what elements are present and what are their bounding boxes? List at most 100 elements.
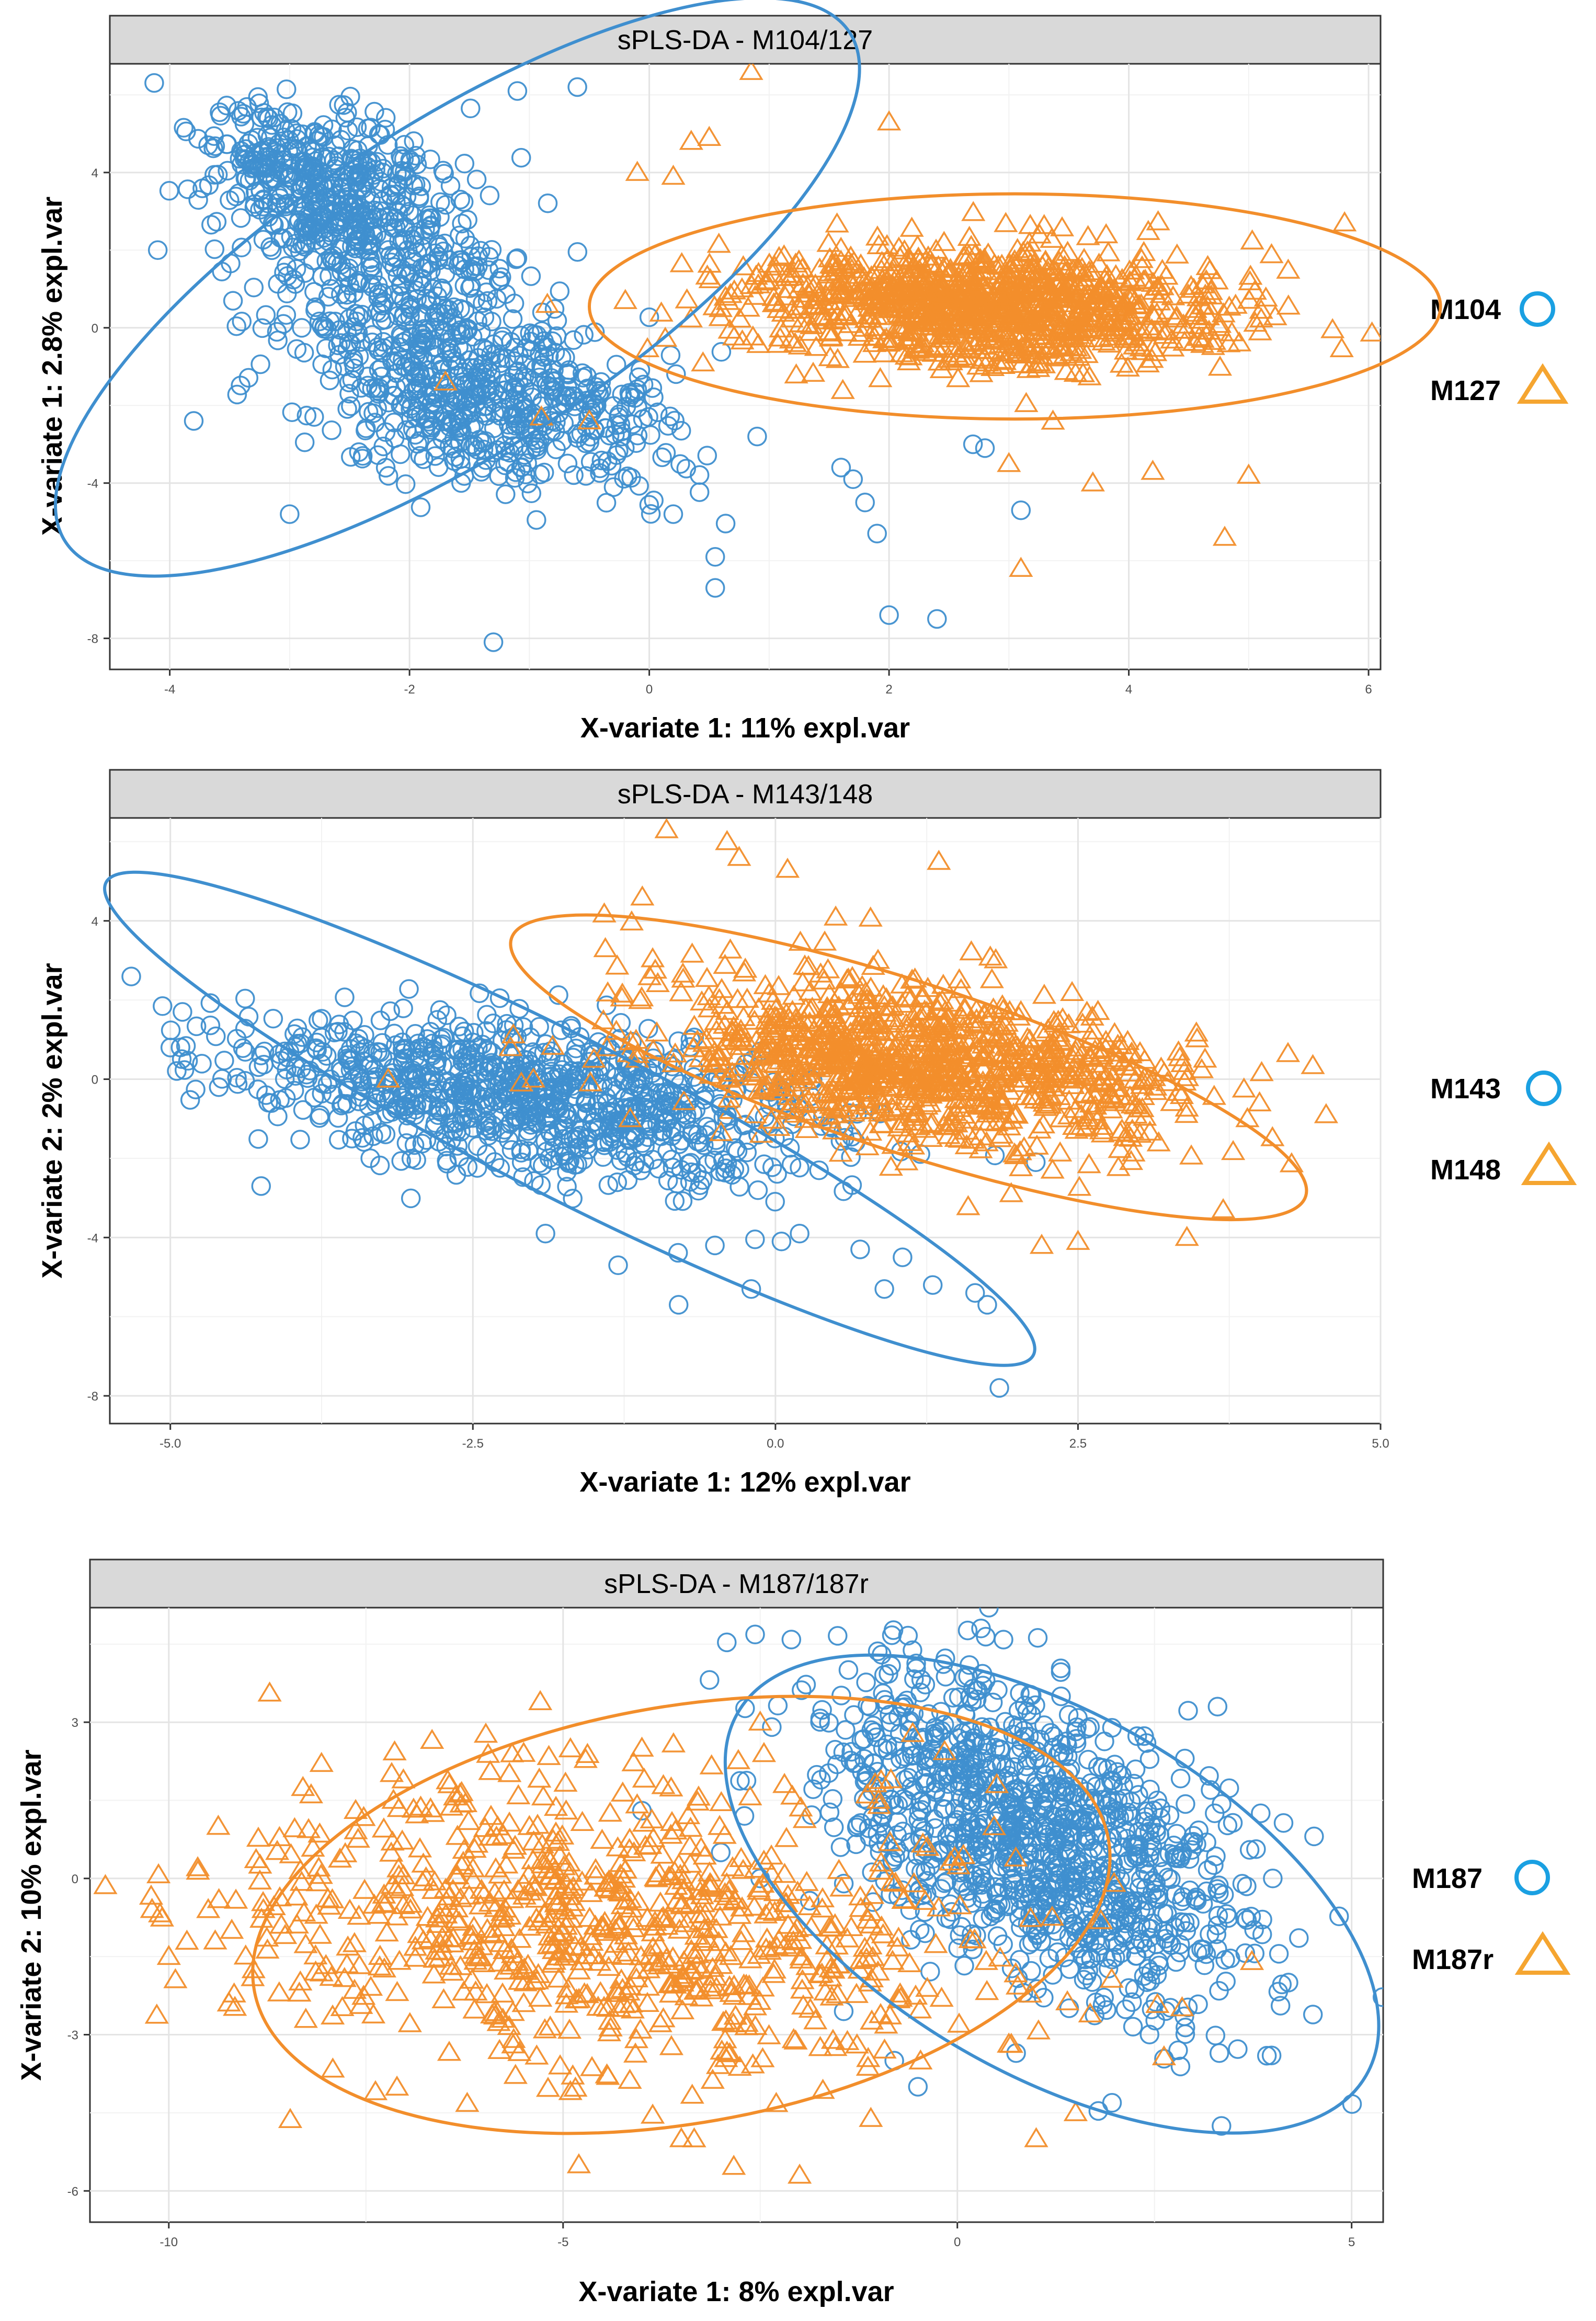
data-point-triangle [1106, 1156, 1131, 1176]
data-point-circle [458, 210, 477, 230]
data-point-circle [432, 1034, 452, 1054]
data-point-triangle [1024, 1134, 1049, 1155]
data-point-circle [611, 1013, 631, 1033]
data-point-triangle [1227, 331, 1252, 351]
data-point-triangle [966, 1013, 990, 1034]
data-point-circle [564, 330, 584, 350]
data-point-circle [496, 284, 516, 304]
data-point-triangle [1077, 365, 1102, 385]
data-point-circle [823, 1789, 843, 1809]
data-point-triangle [902, 279, 926, 300]
data-point-circle [452, 213, 472, 234]
data-point-triangle [818, 346, 842, 367]
data-point-triangle [710, 977, 734, 998]
data-point-triangle [1069, 307, 1093, 328]
data-point-circle [564, 465, 584, 485]
data-point-circle [325, 159, 345, 179]
data-point-circle [277, 79, 297, 99]
data-point-circle [765, 1129, 785, 1148]
data-point-triangle [934, 322, 959, 343]
data-point-circle [489, 259, 509, 279]
data-point-triangle [902, 1102, 927, 1123]
data-point-circle [1217, 1815, 1238, 1836]
data-point-circle [480, 1118, 500, 1139]
data-point-triangle [715, 830, 739, 850]
data-point-circle [410, 446, 430, 466]
data-point-triangle [962, 272, 987, 293]
y-axis-title: X-variate 1: 2.8% expl.var [37, 197, 68, 536]
data-point-triangle [836, 1077, 860, 1098]
data-point-triangle [874, 327, 899, 348]
data-point-triangle [988, 348, 1012, 369]
data-point-circle [350, 198, 371, 218]
data-point-triangle [1169, 1084, 1194, 1105]
data-point-triangle [790, 971, 815, 992]
data-point-circle [342, 370, 362, 390]
data-point-triangle [714, 1067, 739, 1088]
data-point-triangle [739, 64, 763, 80]
data-point-triangle [816, 232, 841, 252]
data-point-triangle [951, 1016, 975, 1037]
data-point-triangle [869, 258, 894, 279]
data-point-triangle [1253, 286, 1278, 307]
data-point-triangle [858, 906, 883, 927]
data-point-circle [244, 166, 264, 186]
data-point-circle [407, 289, 427, 309]
data-point-triangle [736, 297, 760, 317]
data-point-triangle [977, 1110, 1001, 1131]
data-point-circle [471, 241, 491, 261]
data-point-triangle [804, 336, 828, 356]
data-point-triangle [763, 998, 788, 1018]
data-point-triangle [1097, 1061, 1121, 1081]
data-point-circle [405, 235, 425, 255]
data-point-triangle [641, 947, 665, 968]
data-point-triangle [990, 1050, 1014, 1071]
data-point-circle [521, 266, 541, 286]
data-point-triangle [906, 1022, 930, 1043]
data-point-triangle [926, 1037, 951, 1057]
confidence-ellipses [103, 870, 1308, 1367]
data-point-triangle [886, 1063, 910, 1084]
strip [89, 1558, 1384, 1609]
data-point-circle [867, 524, 887, 543]
data-point-circle [188, 190, 208, 210]
data-point-triangle [938, 348, 962, 368]
data-point-circle [608, 1255, 628, 1276]
data-point-triangle [1024, 339, 1049, 360]
data-point-circle [490, 271, 510, 291]
data-point-circle [626, 433, 646, 453]
data-point-triangle [1113, 339, 1138, 360]
data-point-circle [259, 139, 279, 159]
data-point-triangle [825, 348, 850, 368]
data-point-triangle [1016, 358, 1041, 378]
data-point-circle [565, 1066, 585, 1086]
data-point-triangle [689, 990, 714, 1011]
data-point-triangle [886, 302, 911, 323]
data-point-circle [280, 504, 300, 524]
data-point-triangle [1123, 1094, 1148, 1114]
data-point-circle [518, 1127, 538, 1146]
data-point-circle [629, 367, 649, 387]
data-point-circle [320, 266, 339, 286]
data-point-circle [341, 447, 361, 467]
data-point-triangle [896, 1041, 921, 1062]
confidence-ellipse [103, 870, 1036, 1367]
data-point-circle [160, 1038, 180, 1057]
x-tick-label: 5.0 [1372, 1437, 1389, 1451]
data-point-triangle [919, 1056, 943, 1076]
data-point-triangle [1329, 337, 1354, 357]
data-point-triangle [970, 315, 995, 335]
data-point-triangle [1160, 1091, 1184, 1111]
data-point-triangle [746, 1058, 771, 1079]
data-point-triangle [978, 945, 1002, 966]
data-point-circle [433, 241, 453, 261]
data-point-triangle [1005, 1036, 1030, 1056]
data-point-triangle [998, 330, 1022, 350]
data-point-circle [557, 1177, 577, 1197]
data-point-triangle [1038, 337, 1062, 358]
data-point-circle [364, 101, 384, 122]
data-point-circle [305, 297, 326, 317]
data-point-circle [507, 248, 528, 268]
data-point-circle [476, 1121, 496, 1141]
data-point-circle [201, 214, 221, 235]
